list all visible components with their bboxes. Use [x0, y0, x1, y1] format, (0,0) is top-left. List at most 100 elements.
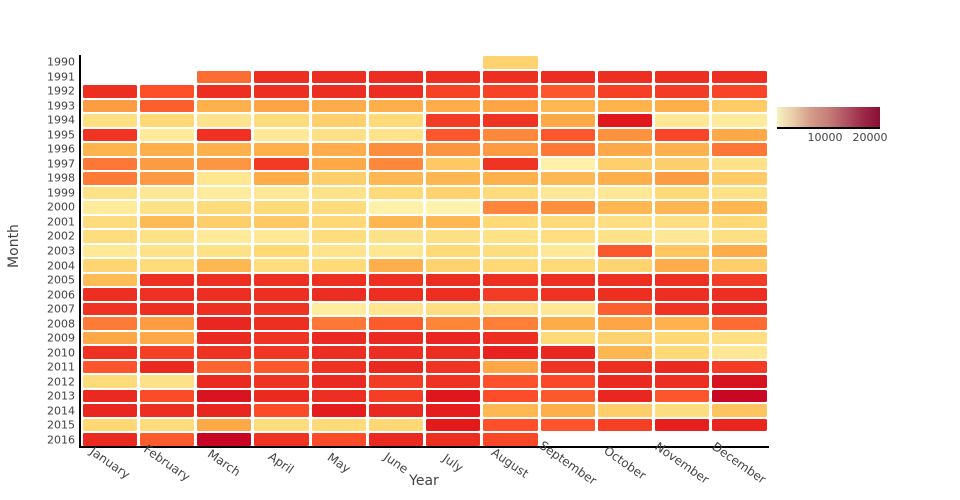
heatmap-cell[interactable]	[311, 331, 366, 345]
heatmap-cell[interactable]	[655, 157, 710, 171]
heatmap-cell[interactable]	[426, 360, 481, 374]
heatmap-cell[interactable]	[426, 143, 481, 156]
heatmap-cell[interactable]	[712, 273, 767, 287]
heatmap-cell[interactable]	[483, 99, 538, 113]
heatmap-cell[interactable]	[655, 215, 710, 229]
heatmap-cell[interactable]	[197, 317, 252, 330]
heatmap-cell[interactable]	[139, 143, 194, 156]
heatmap-cell[interactable]	[139, 360, 194, 374]
heatmap-cell[interactable]	[540, 360, 595, 374]
heatmap-cell[interactable]	[540, 317, 595, 330]
heatmap-cell[interactable]	[426, 375, 481, 388]
heatmap-cell[interactable]	[368, 360, 423, 374]
heatmap-cell[interactable]	[597, 157, 652, 171]
heatmap-cell[interactable]	[426, 128, 481, 142]
heatmap-cell[interactable]	[483, 114, 538, 127]
heatmap-cell[interactable]	[655, 128, 710, 142]
heatmap-cell[interactable]	[655, 172, 710, 185]
heatmap-cell[interactable]	[540, 288, 595, 301]
heatmap-cell[interactable]	[597, 215, 652, 229]
heatmap-cell[interactable]	[483, 128, 538, 142]
heatmap-cell[interactable]	[311, 389, 366, 403]
heatmap-cell[interactable]	[655, 99, 710, 113]
heatmap-cell[interactable]	[540, 201, 595, 214]
heatmap-cell[interactable]	[540, 259, 595, 272]
heatmap-cell[interactable]	[197, 201, 252, 214]
heatmap-cell[interactable]	[597, 404, 652, 417]
heatmap-cell[interactable]	[139, 317, 194, 330]
heatmap-cell[interactable]	[712, 360, 767, 374]
heatmap-cell[interactable]	[82, 317, 137, 330]
heatmap-cell[interactable]	[655, 273, 710, 287]
heatmap-cell[interactable]	[368, 259, 423, 272]
heatmap-cell[interactable]	[483, 375, 538, 388]
heatmap-cell[interactable]	[655, 360, 710, 374]
heatmap-cell[interactable]	[311, 114, 366, 127]
heatmap-cell[interactable]	[254, 375, 309, 388]
heatmap-cell[interactable]	[254, 70, 309, 84]
heatmap-cell[interactable]	[197, 346, 252, 359]
heatmap-cell[interactable]	[197, 389, 252, 403]
heatmap-cell[interactable]	[483, 404, 538, 417]
heatmap-cell[interactable]	[368, 70, 423, 84]
heatmap-cell[interactable]	[368, 418, 423, 432]
heatmap-cell[interactable]	[655, 302, 710, 316]
heatmap-cell[interactable]	[139, 201, 194, 214]
heatmap-cell[interactable]	[197, 230, 252, 243]
heatmap-cell[interactable]	[597, 273, 652, 287]
heatmap-cell[interactable]	[483, 186, 538, 200]
heatmap-cell[interactable]	[483, 172, 538, 185]
heatmap-cell[interactable]	[712, 230, 767, 243]
heatmap-cell[interactable]	[82, 404, 137, 417]
heatmap-cell[interactable]	[368, 317, 423, 330]
heatmap-cell[interactable]	[426, 114, 481, 127]
heatmap-cell[interactable]	[197, 433, 252, 446]
heatmap-cell[interactable]	[483, 433, 538, 446]
heatmap-cell[interactable]	[254, 418, 309, 432]
heatmap-cell[interactable]	[426, 157, 481, 171]
heatmap-cell[interactable]	[82, 244, 137, 258]
heatmap-cell[interactable]	[311, 302, 366, 316]
heatmap-cell[interactable]	[597, 143, 652, 156]
heatmap-cell[interactable]	[712, 157, 767, 171]
heatmap-cell[interactable]	[197, 143, 252, 156]
heatmap-cell[interactable]	[254, 389, 309, 403]
heatmap-cell[interactable]	[426, 172, 481, 185]
heatmap-cell[interactable]	[712, 143, 767, 156]
heatmap-cell[interactable]	[483, 259, 538, 272]
heatmap-cell[interactable]	[82, 143, 137, 156]
heatmap-cell[interactable]	[82, 114, 137, 127]
heatmap-cell[interactable]	[540, 346, 595, 359]
heatmap-cell[interactable]	[368, 230, 423, 243]
heatmap-cell[interactable]	[254, 201, 309, 214]
heatmap-cell[interactable]	[254, 230, 309, 243]
heatmap-cell[interactable]	[540, 230, 595, 243]
heatmap-cell[interactable]	[311, 230, 366, 243]
heatmap-cell[interactable]	[197, 302, 252, 316]
heatmap-cell[interactable]	[139, 114, 194, 127]
heatmap-cell[interactable]	[426, 389, 481, 403]
heatmap-cell[interactable]	[82, 375, 137, 388]
heatmap-cell[interactable]	[540, 302, 595, 316]
heatmap-cell[interactable]	[597, 389, 652, 403]
heatmap-cell[interactable]	[197, 215, 252, 229]
heatmap-cell[interactable]	[426, 186, 481, 200]
heatmap-cell[interactable]	[311, 157, 366, 171]
heatmap-cell[interactable]	[197, 273, 252, 287]
heatmap-cell[interactable]	[254, 288, 309, 301]
heatmap-cell[interactable]	[82, 99, 137, 113]
heatmap-cell[interactable]	[597, 70, 652, 84]
heatmap-cell[interactable]	[368, 186, 423, 200]
heatmap-cell[interactable]	[712, 128, 767, 142]
heatmap-cell[interactable]	[139, 85, 194, 98]
heatmap-cell[interactable]	[82, 346, 137, 359]
heatmap-cell[interactable]	[82, 85, 137, 98]
heatmap-cell[interactable]	[368, 273, 423, 287]
heatmap-cell[interactable]	[254, 186, 309, 200]
heatmap-cell[interactable]	[712, 404, 767, 417]
heatmap-cell[interactable]	[426, 317, 481, 330]
heatmap-cell[interactable]	[197, 360, 252, 374]
heatmap-cell[interactable]	[540, 389, 595, 403]
heatmap-cell[interactable]	[712, 288, 767, 301]
heatmap-cell[interactable]	[139, 433, 194, 446]
